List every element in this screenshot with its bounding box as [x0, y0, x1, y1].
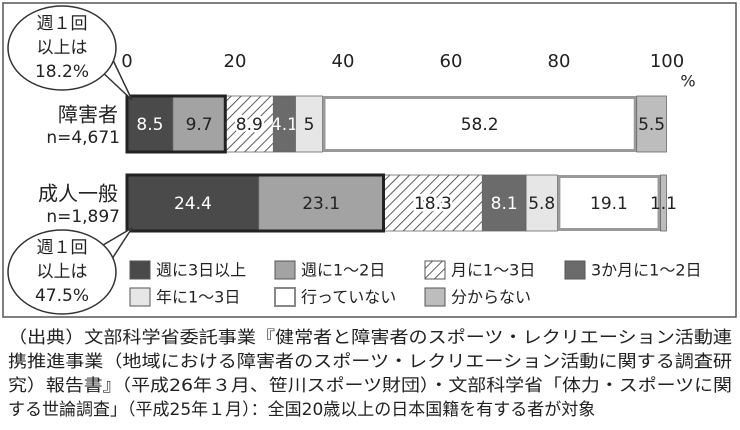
value-label: 8.1 [491, 194, 518, 214]
category-label: 障害者 [58, 103, 118, 127]
legend-label: 3か月に1～2日 [591, 261, 702, 280]
legend-swatch [129, 287, 151, 307]
source-text: 携推進事業（地域における障害者のスポーツ・レクリエーション活動に関する調査研 [8, 352, 732, 372]
x-unit: % [680, 72, 695, 91]
value-label: 4.1 [271, 115, 298, 135]
legend-label: 年に1～3日 [156, 288, 240, 307]
value-label: 8.5 [136, 115, 163, 135]
value-label: 9.7 [186, 115, 213, 135]
legend-swatch [129, 260, 151, 280]
source-text: する世論調査」（平成25年１月）：全国20歳以上の日本国籍を有する者が対象 [8, 400, 595, 420]
category-note: n=1,897 [46, 207, 120, 227]
value-label: 8.9 [236, 115, 263, 135]
callout-text: 週１回 [37, 14, 88, 34]
value-label: 24.4 [174, 194, 212, 214]
legend-swatch [424, 287, 446, 307]
bar-segment [126, 174, 260, 232]
bar-segment [481, 174, 527, 232]
legend-swatch [274, 287, 296, 307]
bar-segment [295, 95, 323, 153]
value-label: 18.3 [414, 194, 452, 214]
legend-swatch [274, 260, 296, 280]
bar-segment [525, 174, 558, 232]
callout-bubble [7, 5, 117, 91]
legend-swatch [424, 260, 446, 280]
value-label: 19.1 [590, 194, 628, 214]
callout-text: 以上は [37, 38, 88, 58]
x-tick-label: 60 [440, 51, 463, 72]
category-label: 成人一般 [38, 182, 118, 206]
x-tick-label: 100 [650, 51, 684, 72]
frame [2, 2, 737, 318]
value-label: 5.5 [638, 115, 665, 135]
value-label: 23.1 [302, 194, 340, 214]
source-text: （出典）文部科学省委託事業『健常者と障害者のスポーツ・レクリエーション活動連 [8, 328, 732, 348]
x-tick-label: 40 [332, 51, 355, 72]
bar-segment [258, 174, 384, 232]
bar-segment [383, 174, 483, 232]
legend-label: 週に3日以上 [156, 261, 246, 280]
x-tick-label: 80 [548, 51, 571, 72]
bar-segment [660, 174, 667, 232]
source-text: 究）報告書』（平成26年３月、笹川スポーツ財団）・文部科学省「体力・スポーツに関 [8, 376, 732, 396]
bar-segment [172, 95, 226, 153]
bar-segment [322, 96, 637, 152]
callout-text: 以上は [37, 262, 88, 282]
x-tick-label: 0 [121, 51, 132, 72]
legend-label: 行っていない [301, 288, 396, 307]
value-label: 1.1 [650, 194, 677, 214]
callout-text: 47.5% [35, 286, 89, 306]
category-note: n=4,671 [46, 128, 120, 148]
value-label: 5 [304, 115, 315, 135]
bar-segment [636, 95, 667, 153]
legend-label: 月に1～3日 [451, 261, 535, 280]
legend-label: 週に1～2日 [301, 261, 385, 280]
legend-swatch [564, 260, 586, 280]
callout-text: 18.2% [35, 62, 89, 82]
value-label: 5.8 [528, 194, 555, 214]
callout-bubble [7, 229, 117, 315]
callout-text: 週１回 [37, 238, 88, 258]
value-label: 58.2 [461, 115, 499, 135]
bar-segment [557, 175, 661, 231]
legend-label: 分からない [451, 288, 531, 307]
group-outline [125, 94, 227, 154]
x-tick-label: 20 [224, 51, 247, 72]
group-outline [125, 173, 385, 233]
